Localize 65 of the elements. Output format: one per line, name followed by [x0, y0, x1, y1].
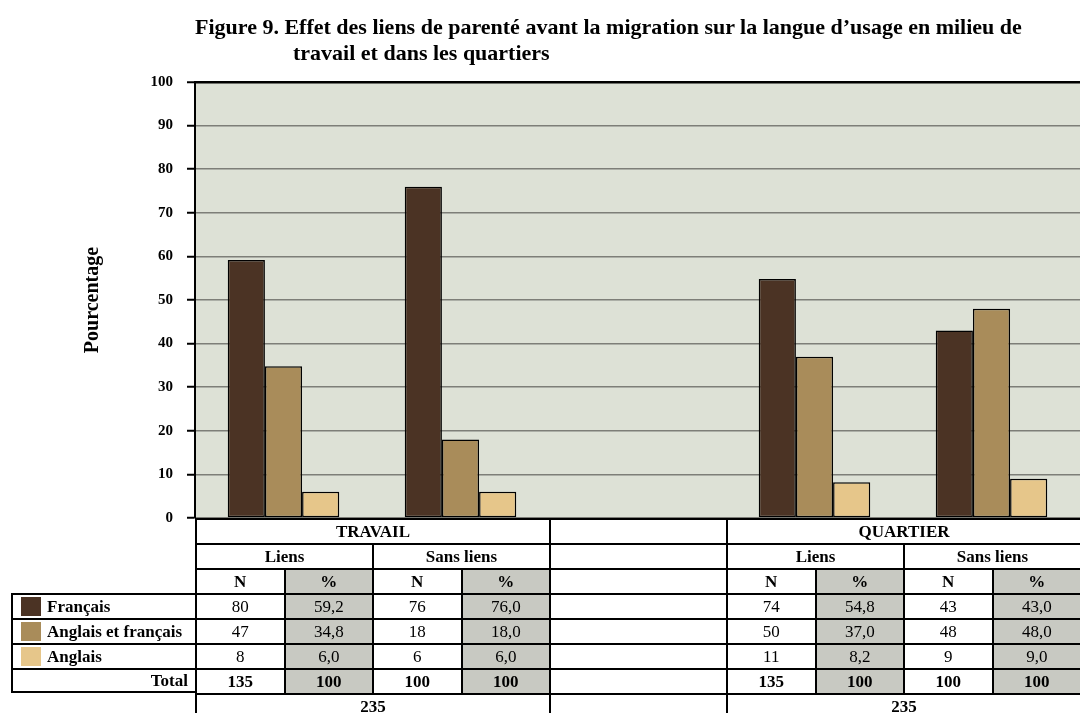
y-tick-label: 0 — [165, 508, 173, 525]
text: 18 — [372, 618, 461, 643]
data-label: 76,0 — [460, 593, 549, 618]
text: N — [195, 568, 284, 593]
text: % — [851, 572, 869, 591]
text: 47 — [195, 618, 284, 643]
legend-label: Français — [47, 597, 111, 616]
text: 100 — [814, 668, 903, 693]
x-tick-label: Liens — [195, 543, 372, 568]
text: 135 — [195, 668, 284, 693]
y-tick-label: 40 — [158, 334, 173, 351]
x-tick-label: Sans liens — [903, 543, 1080, 568]
y-tick-label: 90 — [158, 116, 173, 133]
text: TRAVAIL — [195, 518, 549, 543]
text: 100 — [903, 668, 992, 693]
x-tick-label: Sans liens — [372, 543, 549, 568]
y-tick-label: 80 — [158, 160, 173, 177]
text: % — [497, 572, 515, 591]
y-tick-label: 20 — [158, 421, 173, 438]
y-axis-title: Pourcentage — [80, 246, 104, 354]
text: 8 — [195, 643, 284, 668]
text: 74 — [726, 593, 815, 618]
text: 6 — [372, 643, 461, 668]
data-label: 37,0 — [814, 618, 903, 643]
y-tick-label: 30 — [158, 378, 173, 395]
text: 50 — [726, 618, 815, 643]
text: N — [411, 572, 424, 591]
text: 76 — [372, 593, 461, 618]
data-label: 43,0 — [991, 593, 1080, 618]
text: 100 — [372, 668, 461, 693]
data-label: 18,0 — [460, 618, 549, 643]
text: 80 — [195, 593, 284, 618]
text: % — [283, 568, 372, 593]
data-label: 48,0 — [991, 618, 1080, 643]
y-tick-label: 10 — [158, 465, 173, 482]
text: N — [765, 572, 778, 591]
text: N — [942, 572, 955, 591]
text: 43 — [903, 593, 992, 618]
y-tick-label: 60 — [158, 247, 173, 264]
text: Total — [11, 668, 195, 693]
legend-label: Anglais — [47, 647, 102, 666]
data-label: 54,8 — [814, 593, 903, 618]
y-tick-label: 50 — [158, 290, 173, 307]
text: 235 — [195, 693, 549, 713]
y-tick-label: 70 — [158, 203, 173, 220]
data-label: 9,0 — [991, 643, 1080, 668]
data-label: 34,8 — [283, 618, 372, 643]
data-label: 8,2 — [814, 643, 903, 668]
data-label: 6,0 — [460, 643, 549, 668]
x-tick-label: Liens — [726, 543, 903, 568]
text: 135 — [726, 668, 815, 693]
y-tick-label: 100 — [150, 72, 173, 89]
text: % — [1028, 572, 1046, 591]
text: 100 — [460, 668, 549, 693]
data-label: 59,2 — [283, 593, 372, 618]
text: 48 — [903, 618, 992, 643]
text: 100 — [283, 668, 372, 693]
text: 100 — [991, 668, 1080, 693]
text: 235 — [726, 693, 1080, 713]
chart-title: Figure 9. Effet des liens de parenté avant la migration sur la langue d’usage en milieu de travail et dans les quartiers — [195, 14, 1023, 66]
text: 11 — [726, 643, 815, 668]
data-label: 6,0 — [283, 643, 372, 668]
legend-label: Anglais et français — [47, 622, 183, 641]
text: 9 — [903, 643, 992, 668]
text: QUARTIER — [726, 518, 1080, 543]
